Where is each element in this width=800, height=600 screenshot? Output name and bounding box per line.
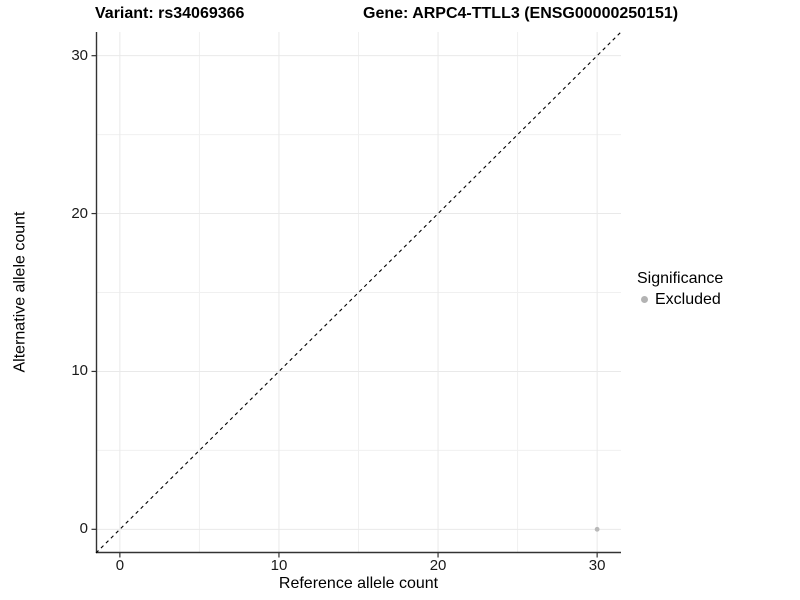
y-tick-label: 30 bbox=[71, 46, 88, 64]
x-tick-label: 20 bbox=[429, 557, 447, 574]
legend-title: Significance bbox=[637, 270, 724, 287]
plot-panel bbox=[91, 31, 622, 558]
legend-item-excluded: Excluded bbox=[641, 290, 723, 309]
legend-item-label: Excluded bbox=[655, 291, 721, 308]
y-tick-label: 20 bbox=[71, 204, 88, 222]
x-tick-label: 0 bbox=[115, 557, 125, 574]
legend-point-icon bbox=[641, 296, 648, 303]
legend: Significance Excluded bbox=[637, 269, 723, 309]
x-axis-title: Reference allele count bbox=[278, 575, 439, 592]
plot-canvas bbox=[91, 31, 622, 558]
gene-title: Gene: ARPC4-TTLL3 (ENSG00000250151) bbox=[363, 5, 679, 22]
x-tick-label: 10 bbox=[270, 557, 288, 574]
y-tick-label: 10 bbox=[71, 362, 88, 380]
x-tick-label: 30 bbox=[588, 557, 606, 574]
variant-title: Variant: rs34069366 bbox=[95, 5, 245, 22]
identity-reference-line bbox=[95, 31, 622, 554]
data-point bbox=[594, 526, 600, 532]
y-tick-label: 0 bbox=[79, 520, 88, 538]
y-axis-title: Alternative allele count bbox=[11, 211, 29, 373]
